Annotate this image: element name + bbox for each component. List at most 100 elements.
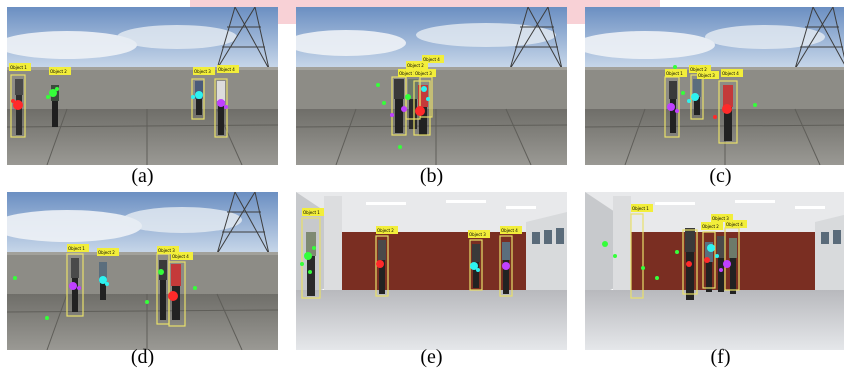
person bbox=[472, 244, 480, 288]
frame-image: Object 1 Object 2 Object 3 Object 4 bbox=[296, 7, 567, 165]
svg-text:Object 4: Object 4 bbox=[172, 254, 189, 259]
cloud bbox=[296, 30, 406, 56]
floor-lines bbox=[296, 108, 567, 165]
svg-text:Object 3: Object 3 bbox=[698, 73, 715, 78]
frame-image: Object 1 Object 2 Object 3 Object 4 bbox=[7, 192, 278, 350]
person bbox=[705, 242, 713, 292]
pillar bbox=[613, 196, 631, 300]
person bbox=[306, 232, 316, 296]
wall-top bbox=[585, 67, 844, 70]
svg-text:Object 1: Object 1 bbox=[303, 210, 320, 215]
svg-text:Object 4: Object 4 bbox=[501, 228, 518, 233]
person bbox=[408, 79, 418, 129]
panel-d: Object 1 Object 2 Object 3 Object 4 bbox=[7, 192, 278, 350]
track-points bbox=[13, 269, 197, 320]
person bbox=[693, 79, 701, 115]
person bbox=[378, 240, 386, 294]
svg-text:Object 1: Object 1 bbox=[68, 246, 85, 251]
cloud bbox=[585, 31, 715, 59]
pylon-tower bbox=[794, 7, 844, 70]
svg-text:Object 2: Object 2 bbox=[407, 63, 424, 68]
floor bbox=[7, 109, 278, 165]
svg-text:Object 3: Object 3 bbox=[469, 232, 486, 237]
wall-top bbox=[7, 67, 278, 70]
wall bbox=[7, 254, 278, 294]
panel-e: Object 1 Object 2 Object 3 Object 4 bbox=[296, 192, 567, 350]
wall bbox=[7, 69, 278, 109]
object-labels: Object 1 Object 2 Object 3 Object 4 bbox=[9, 63, 239, 75]
windows bbox=[532, 228, 564, 244]
object-labels: Object 1 Object 2 Object 3 Object 4 bbox=[665, 65, 743, 79]
track-points bbox=[667, 65, 757, 119]
person bbox=[99, 262, 107, 300]
svg-text:Object 4: Object 4 bbox=[722, 71, 739, 76]
person bbox=[159, 260, 167, 320]
pylon-tower bbox=[216, 7, 270, 70]
cloud bbox=[7, 31, 137, 59]
floor bbox=[296, 290, 567, 350]
floor bbox=[296, 109, 567, 165]
person bbox=[717, 236, 725, 292]
person bbox=[502, 242, 510, 294]
back-wall bbox=[326, 232, 546, 290]
person bbox=[71, 258, 79, 312]
pylon-tower bbox=[216, 192, 270, 255]
ceiling-lights bbox=[366, 200, 536, 209]
panel-a: Object 1 Object 2 Object 3 Object 4 bbox=[7, 7, 278, 165]
object-labels: Object 1 Object 2 Object 3 Object 4 bbox=[67, 244, 193, 260]
svg-text:Object 4: Object 4 bbox=[218, 67, 235, 72]
panel-f: Object 1 Object 2 Object 3 Object 4 bbox=[585, 192, 844, 350]
person bbox=[217, 81, 225, 135]
caption-d: (d) bbox=[130, 346, 155, 368]
caption-b: (b) bbox=[419, 165, 444, 187]
wall-top bbox=[7, 252, 278, 255]
floor bbox=[7, 294, 278, 350]
bounding-boxes bbox=[301, 217, 513, 299]
svg-text:Object 3: Object 3 bbox=[158, 248, 175, 253]
cloud bbox=[122, 207, 242, 233]
floor bbox=[585, 290, 844, 350]
track-points bbox=[376, 83, 430, 149]
svg-text:Object 1: Object 1 bbox=[666, 71, 683, 76]
person bbox=[15, 79, 23, 135]
svg-text:Object 1: Object 1 bbox=[10, 65, 27, 70]
wall-top bbox=[296, 67, 567, 70]
cloud bbox=[117, 25, 237, 49]
panel-b: Object 1 Object 2 Object 3 Object 4 bbox=[296, 7, 567, 165]
track-points bbox=[602, 241, 731, 280]
object-labels: Object 1 Object 2 Object 3 Object 4 bbox=[631, 204, 747, 230]
windows bbox=[821, 230, 841, 244]
pylon-tower bbox=[509, 7, 563, 70]
object-labels: Object 1 Object 2 Object 3 Object 4 bbox=[302, 208, 522, 238]
pillar bbox=[324, 196, 342, 300]
track-points bbox=[300, 246, 510, 274]
person bbox=[394, 79, 404, 133]
caption-a: (a) bbox=[131, 165, 154, 187]
caption-e: (e) bbox=[420, 346, 443, 368]
person bbox=[171, 264, 181, 320]
svg-text:Object 1: Object 1 bbox=[632, 206, 649, 211]
cloud bbox=[416, 23, 556, 47]
svg-text:Object 2: Object 2 bbox=[98, 250, 115, 255]
object-labels: Object 1 Object 2 Object 3 Object 4 bbox=[398, 55, 444, 77]
person bbox=[669, 81, 677, 133]
person bbox=[723, 85, 733, 141]
svg-text:Object 2: Object 2 bbox=[690, 67, 707, 72]
person bbox=[729, 238, 737, 294]
svg-text:Object 2: Object 2 bbox=[377, 228, 394, 233]
svg-text:Object 3: Object 3 bbox=[194, 69, 211, 74]
track-points bbox=[11, 87, 228, 110]
svg-text:Object 2: Object 2 bbox=[702, 224, 719, 229]
svg-text:Object 2: Object 2 bbox=[50, 69, 67, 74]
svg-text:Object 4: Object 4 bbox=[423, 57, 440, 62]
svg-text:Object 1: Object 1 bbox=[399, 71, 416, 76]
frame-image: Object 1 Object 2 Object 3 Object 4 bbox=[585, 7, 844, 165]
frame-image: Object 1 Object 2 Object 3 Object 4 bbox=[7, 7, 278, 165]
caption-f: (f) bbox=[710, 346, 731, 368]
cloud bbox=[705, 25, 825, 49]
person bbox=[195, 81, 203, 115]
person bbox=[685, 228, 695, 300]
svg-text:Object 4: Object 4 bbox=[726, 222, 743, 227]
cloud bbox=[7, 210, 142, 242]
frame-image: Object 1 Object 2 Object 3 Object 4 bbox=[296, 192, 567, 350]
